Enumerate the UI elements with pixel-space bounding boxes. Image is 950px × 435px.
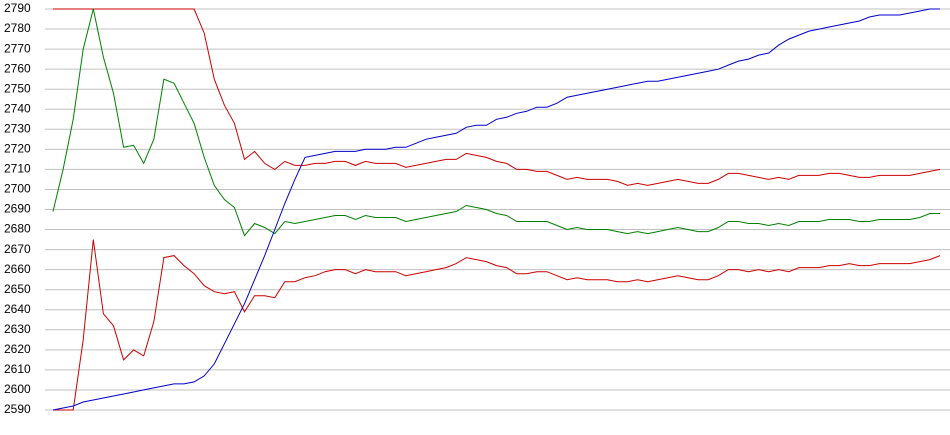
y-tick-label: 2660 <box>4 262 31 276</box>
y-tick-label: 2760 <box>4 61 31 75</box>
y-tick-label: 2770 <box>4 41 31 55</box>
y-tick-label: 2710 <box>4 162 31 176</box>
series-line <box>53 239 941 411</box>
y-tick-label: 2640 <box>4 302 31 316</box>
y-tick-label: 2650 <box>4 282 31 296</box>
series-line <box>53 8 941 186</box>
y-tick-label: 2780 <box>4 21 31 35</box>
y-tick-label: 2730 <box>4 121 31 135</box>
y-tick-label: 2600 <box>4 382 31 396</box>
y-tick-label: 2720 <box>4 142 31 156</box>
y-tick-label: 2630 <box>4 322 31 336</box>
y-tick-label: 2680 <box>4 222 31 236</box>
y-tick-label: 2790 <box>4 1 31 15</box>
y-tick-label: 2740 <box>4 101 31 115</box>
y-tick-label: 2750 <box>4 81 31 95</box>
y-tick-label: 2590 <box>4 402 31 416</box>
y-tick-label: 2690 <box>4 202 31 216</box>
y-tick-label: 2610 <box>4 362 31 376</box>
series-line <box>52 8 940 237</box>
y-tick-label: 2670 <box>4 242 31 256</box>
y-tick-label: 2620 <box>4 342 31 356</box>
y-tick-label: 2700 <box>4 182 31 196</box>
series-line <box>52 8 940 411</box>
